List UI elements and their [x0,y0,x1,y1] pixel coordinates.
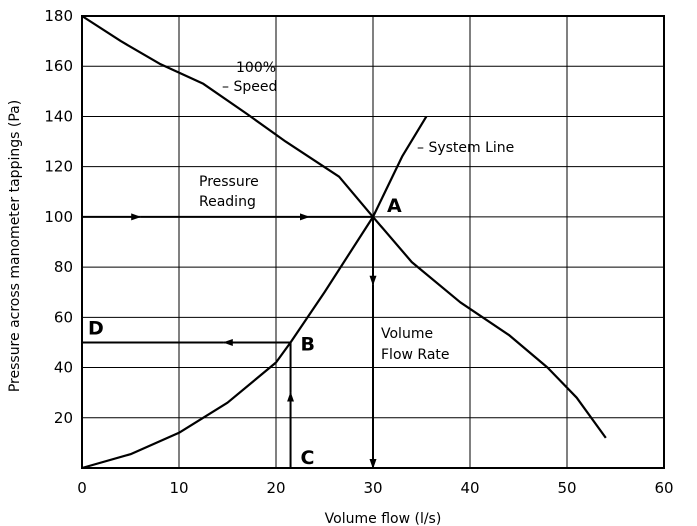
y-tick-label: 80 [54,258,73,276]
flow-rate-label: Flow Rate [381,347,450,363]
x-tick-label: 10 [169,479,188,497]
speed-curve [81,15,607,439]
y-tick-label: 180 [44,7,73,25]
y-tick-label: 160 [44,57,73,75]
point-d-label: D [88,317,104,339]
y-tick-label: 40 [54,359,73,377]
plot-frame [81,15,665,469]
curves [81,15,607,470]
y-axis-label: Pressure across manometer tappings (Pa) [7,100,23,392]
x-tick-label: 0 [77,479,87,497]
x-tick-label: 60 [654,479,673,497]
point-c-label: C [301,447,315,469]
y-tick-label: 20 [54,409,73,427]
y-tick-label: 60 [54,308,73,326]
reading-label: Reading [199,194,256,210]
y-tick-label: 120 [44,158,73,176]
y-tick-label: 100 [44,208,73,226]
system-line-label: – System Line [417,140,514,156]
speed-label-percent: 100% [236,60,276,76]
point-a-label: A [387,195,402,217]
pressure-label: Pressure [199,174,259,190]
x-tick-label: 30 [363,479,382,497]
volume-label: Volume [381,326,433,342]
speed-label: – Speed [222,79,277,95]
x-axis-label: Volume flow (l/s) [325,511,442,526]
point-b-label: B [301,333,315,355]
x-tick-label: 20 [266,479,285,497]
x-tick-label: 50 [557,479,576,497]
tick-labels: 0 10 20 30 40 50 60 20 40 60 80 100 120 140 160 180 [44,7,673,497]
system-curve [81,115,428,470]
arrows [82,213,377,469]
y-tick-label: 140 [44,107,73,125]
x-tick-label: 40 [460,479,479,497]
